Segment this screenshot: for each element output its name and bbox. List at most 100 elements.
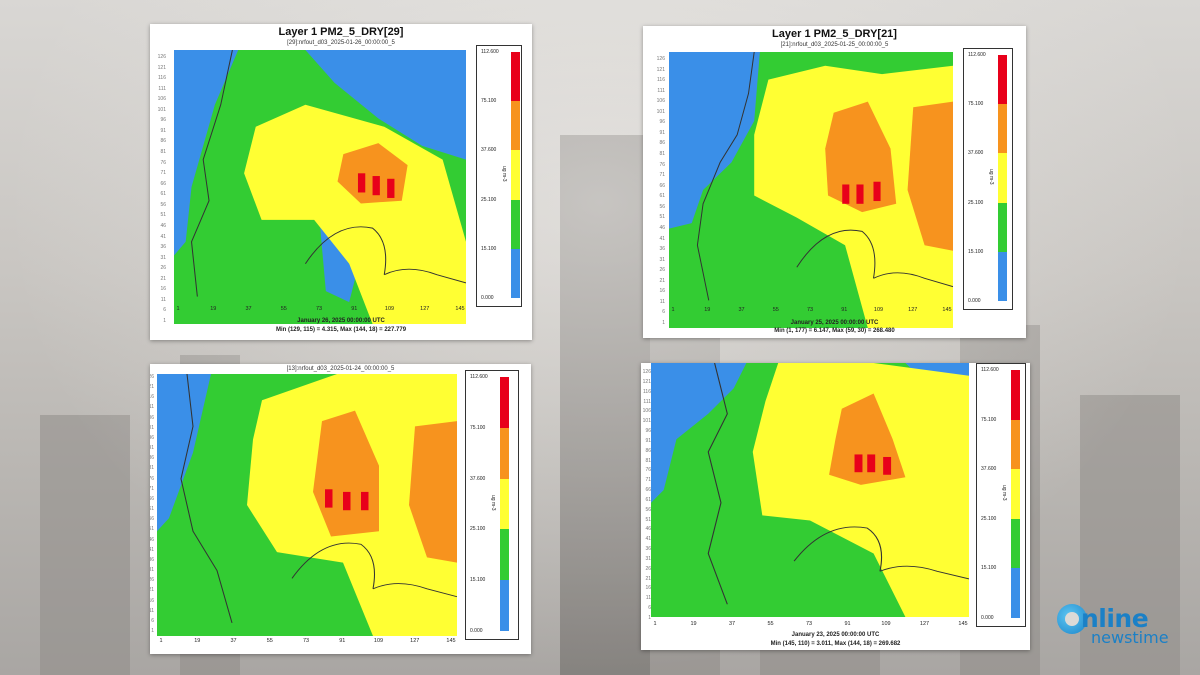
legend-level-label: 25.100 <box>968 199 984 206</box>
y-tick-label: 26 <box>659 267 665 274</box>
pm25-map-panel-3: [13]:nrfout_d03_2025-01-24_00:00:00_5 12… <box>150 364 531 654</box>
x-tick-label: 37 <box>245 306 252 312</box>
x-tick-label: 145 <box>455 306 465 312</box>
y-tick-label: 71 <box>150 485 154 492</box>
color-legend: 112.600 75.100 37.600 25.100 15.100 0.000 ug m… <box>976 363 1026 627</box>
y-tick-label: 31 <box>150 567 154 574</box>
color-scale-band <box>998 202 1007 252</box>
y-tick-label: 76 <box>160 159 166 166</box>
pm25-map <box>669 52 953 328</box>
panel-subtitle: [13]:nrfout_d03_2025-01-24_00:00:00_5 <box>286 366 395 372</box>
y-tick-label: 36 <box>645 546 651 553</box>
color-scale-band <box>500 427 509 479</box>
x-tick-label: 109 <box>881 621 891 627</box>
color-legend: 112.600 75.100 37.600 25.100 15.100 0.000 ug m… <box>465 370 519 640</box>
panel-title: Layer 1 PM2_5_DRY[21] <box>772 28 897 40</box>
y-tick-label: 81 <box>645 457 651 464</box>
y-tick-label: 46 <box>150 536 154 543</box>
y-tick-label: 41 <box>645 536 651 543</box>
color-scale-band <box>511 150 520 200</box>
y-tick-label: 96 <box>659 119 665 126</box>
y-tick-label: 6 <box>163 307 166 314</box>
y-tick-label: 106 <box>157 96 166 103</box>
y-tick-label: 116 <box>150 394 154 401</box>
y-tick-label: 91 <box>150 445 154 452</box>
logo-text-main: nline <box>1081 604 1149 633</box>
x-tick-label: 91 <box>351 306 358 312</box>
x-tick-label: 91 <box>844 621 851 627</box>
x-tick-label: 73 <box>806 307 814 313</box>
pm25-map-panel-2: Layer 1 PM2_5_DRY[21] [21]:nrfout_d03_20… <box>643 26 1026 338</box>
y-tick-label: 81 <box>659 151 665 158</box>
legend-level-label: 0.000 <box>981 615 994 621</box>
y-tick-label: 76 <box>150 475 154 482</box>
color-scale-band <box>998 153 1007 203</box>
x-tick-label: 127 <box>420 306 430 312</box>
y-tick-label: 71 <box>160 170 166 177</box>
y-tick-label: 101 <box>656 108 665 115</box>
y-tick-label: 6 <box>648 605 651 612</box>
y-tick-label: 71 <box>645 477 651 484</box>
panel-subtitle: [21]:nrfout_d03_2025-01-25_00:00:00_5 <box>780 42 889 48</box>
y-tick-label: 6 <box>662 309 665 316</box>
x-tick-label: 127 <box>908 307 918 313</box>
y-tick-label: 76 <box>645 467 651 474</box>
x-tick-label: 127 <box>919 621 930 627</box>
y-tick-label: 86 <box>645 447 651 454</box>
panel-minmax: Min (129, 115) = 4.315, Max (144, 18) = … <box>275 327 407 333</box>
x-tick-label: 37 <box>728 621 736 627</box>
panel-date: January 25, 2025 00:00:00 UTC <box>790 320 879 326</box>
color-scale-band <box>511 199 520 249</box>
x-axis-ticks: 1 19 37 55 73 91 109 127 145 <box>174 306 466 314</box>
pm25-map <box>174 50 466 324</box>
logo-circle-icon <box>1057 604 1087 634</box>
y-tick-label: 46 <box>160 222 166 229</box>
x-axis-ticks: 1 19 37 55 73 91 109 127 145 <box>157 638 457 646</box>
legend-level-label: 0.000 <box>470 628 483 634</box>
y-tick-label: 31 <box>659 256 665 263</box>
y-tick-label: 66 <box>659 182 665 189</box>
x-tick-label: 55 <box>767 621 774 627</box>
pm25-map <box>651 363 969 617</box>
y-tick-label: 61 <box>150 506 154 513</box>
x-tick-label: 109 <box>384 306 395 312</box>
y-tick-label: 61 <box>659 193 665 200</box>
panel-subtitle: [29]:nrfout_d03_2025-01-26_00:00:00_5 <box>287 40 395 46</box>
panel-minmax: Min (1, 177) = 6.147, Max (59, 30) = 268… <box>774 328 895 334</box>
color-scale-band <box>511 101 520 151</box>
y-tick-label: 126 <box>150 374 154 380</box>
panel-title: Layer 1 PM2_5_DRY[29] <box>278 26 404 38</box>
x-tick-label: 91 <box>339 638 346 644</box>
x-tick-label: 37 <box>738 307 745 313</box>
y-tick-label: 31 <box>645 555 651 562</box>
color-scale-band <box>500 580 509 631</box>
x-tick-label: 1 <box>176 306 180 312</box>
legend-unit-label: ug m-3 <box>490 495 496 511</box>
x-tick-label: 1 <box>653 621 657 627</box>
y-tick-label: 111 <box>150 404 154 411</box>
y-tick-label: 81 <box>160 149 166 156</box>
legend-level-label: 37.600 <box>481 147 497 154</box>
x-axis-ticks: 1 19 37 55 73 91 109 127 145 <box>651 621 969 629</box>
y-tick-label: 26 <box>150 577 154 584</box>
y-tick-label: 106 <box>642 408 651 415</box>
x-tick-label: 55 <box>772 307 779 313</box>
y-tick-label: 111 <box>643 398 651 405</box>
legend-level-label: 0.000 <box>968 298 981 304</box>
legend-level-label: 75.100 <box>981 416 997 423</box>
color-scale-strip <box>1011 370 1020 618</box>
color-scale-band <box>500 377 509 428</box>
color-scale-band <box>500 478 509 530</box>
y-tick-label: 36 <box>160 244 166 251</box>
y-tick-label: 26 <box>160 265 166 272</box>
y-tick-label: 111 <box>158 85 166 92</box>
y-tick-label: 116 <box>657 77 665 84</box>
legend-unit-label: ug m-3 <box>988 169 994 185</box>
panel-minmax: Min (145, 110) = 3.011, Max (144, 18) = … <box>770 641 901 647</box>
legend-level-label: 75.100 <box>470 424 486 431</box>
legend-unit-label: ug m-3 <box>501 166 507 182</box>
y-tick-label: 51 <box>645 516 651 523</box>
x-tick-label: 19 <box>704 307 711 313</box>
color-scale-band <box>511 52 520 102</box>
